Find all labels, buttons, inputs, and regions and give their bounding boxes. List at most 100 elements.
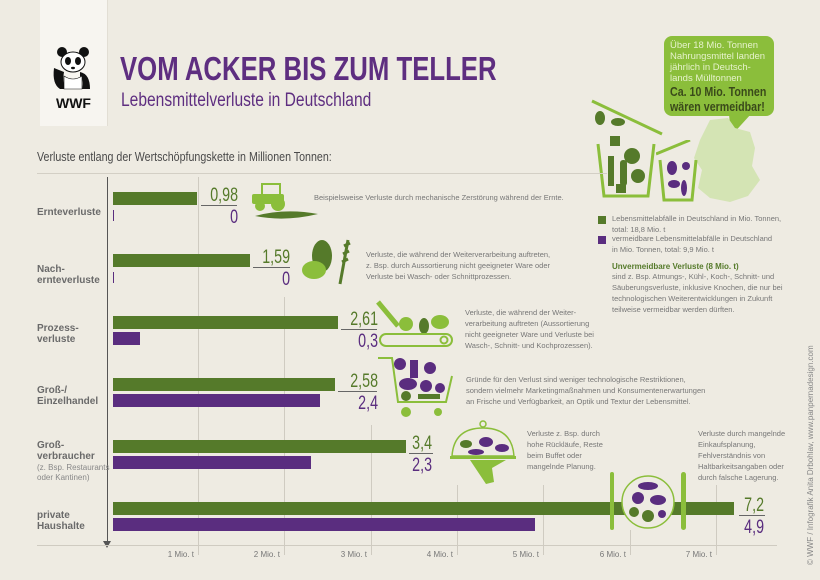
value-purple: 0 [282, 269, 290, 290]
desc-line: Verluste durch mangelnde [698, 429, 786, 438]
callout-text: Über 18 Mio. Tonnen Nahrungsmittel lande… [670, 40, 766, 84]
gridline-3 [371, 425, 372, 555]
bar-purple-haushalte [113, 518, 535, 531]
desc-line: Gründe für den Verlust sind weniger tech… [466, 375, 686, 384]
bar-purple-grossverbraucher [113, 456, 311, 469]
value-green: 3,4 [412, 433, 432, 454]
y-axis [107, 177, 108, 544]
x-tick-label: 1 Mio. t [167, 550, 194, 559]
gridline-7 [716, 485, 717, 555]
legend-swatch-purple [598, 236, 606, 244]
desc-line: Fehlverständnis von [698, 451, 766, 460]
value-green: 2,61 [350, 309, 378, 330]
desc-line: an Frische und Verfügbarkeit, an Optik u… [466, 397, 691, 406]
legend-green-line1: Lebensmittelabfälle in Deutschland in Mi… [612, 214, 782, 223]
category-sublabel: (z. Bsp. Restaurants oder Kantinen) [37, 463, 110, 482]
bar-green-nachernteverluste [113, 254, 250, 267]
value-divider [341, 329, 377, 330]
row-description: Verluste z. Bsp. durch hohe Rückläufe, R… [527, 428, 603, 472]
value-purple: 4,9 [744, 517, 764, 538]
bar-purple-nachernteverluste [113, 272, 114, 283]
x-tick-label: 7 Mio. t [685, 550, 712, 559]
desc-line: durch falsche Lagerung. [698, 473, 779, 482]
desc-line: nicht geeigneter Ware und Verluste bei [465, 330, 594, 339]
purple-waste-bin-icon [656, 140, 698, 202]
legend-swatch-green [598, 216, 606, 224]
category-label: Nach- ernteverluste [37, 264, 100, 286]
desc-line: beim Buffet oder [527, 451, 582, 460]
x-tick-label: 5 Mio. t [512, 550, 539, 559]
value-divider [338, 391, 377, 392]
green-waste-bin-icon [591, 99, 663, 198]
bar-purple-prozessverluste [113, 332, 140, 345]
bar-green-einzelhandel [113, 378, 335, 391]
unavoidable-line: Säuberungsverluste, inklusive Knochen, d… [612, 283, 783, 292]
category-label: Groß-/ Einzelhandel [37, 385, 99, 407]
category-label: Groß- verbraucher [37, 440, 95, 462]
pest-grain-icon [302, 239, 351, 285]
knife-vegetables-conveyor-icon [376, 300, 453, 347]
desc-line: Verluste, die während der Weiterverarbei… [366, 250, 551, 259]
gridline-6 [630, 530, 631, 555]
bar-green-haushalte [113, 502, 734, 515]
value-green: 1,59 [262, 247, 290, 268]
value-purple: 0 [230, 207, 238, 228]
tractor-icon [252, 183, 318, 219]
plate-fork-knife-icon [610, 472, 686, 530]
gridline-2 [284, 297, 285, 555]
legend-purple-line2: in Mio. Tonnen, total: 9,9 Mio. t [612, 245, 715, 254]
category-label: Ernteverluste [37, 207, 101, 218]
desc-line: Einkaufsplanung, [698, 440, 756, 449]
value-divider [253, 267, 290, 268]
shopping-cart-icon [378, 357, 453, 417]
row-description: Verluste durch mangelnde Einkaufsplanung… [698, 428, 785, 483]
x-axis [37, 545, 777, 546]
x-tick-label: 2 Mio. t [253, 550, 280, 559]
x-tick-label: 3 Mio. t [340, 550, 367, 559]
desc-line: verarbeitung auftreten (Aussortierung [465, 319, 590, 328]
bar-green-prozessverluste [113, 316, 338, 329]
bar-green-ernteverluste [113, 192, 197, 205]
desc-line: Verluste z. Bsp. durch [527, 429, 600, 438]
legend-green-line2: total: 18,8 Mio. t [612, 225, 666, 234]
row-description: Gründe für den Verlust sind weniger tech… [466, 374, 705, 407]
unavoidable-line: teilweise vermeidbar werden dürften. [612, 305, 735, 314]
x-tick-label: 6 Mio. t [599, 550, 626, 559]
page-subtitle: Lebensmittelverluste in Deutschland [121, 90, 372, 111]
row-description: Verluste, die während der Weiterverarbei… [366, 249, 550, 282]
category-label: Prozess- verluste [37, 323, 79, 345]
bar-purple-einzelhandel [113, 394, 320, 407]
desc-line: Verluste, die während der Weiter- [465, 308, 577, 317]
callout-strong-1: Ca. 10 Mio. Tonnen [670, 84, 767, 99]
desc-line: Haltbarkeitsangaben oder [698, 462, 784, 471]
callout-bubble: Über 18 Mio. Tonnen Nahrungsmittel lande… [664, 36, 774, 116]
value-divider [201, 205, 237, 206]
desc-line: mangelnde Planung. [527, 462, 596, 471]
category-label: private Haushalte [37, 510, 85, 532]
row-description: Verluste, die während der Weiter- verarb… [465, 307, 594, 351]
y-axis-arrow-icon [103, 541, 111, 548]
x-tick-label: 4 Mio. t [426, 550, 453, 559]
row-description: Beispielsweise Verluste durch mechanisch… [314, 192, 564, 203]
value-purple: 2,3 [412, 455, 432, 476]
value-green: 2,58 [350, 371, 378, 392]
value-green: 7,2 [744, 495, 764, 516]
unavoidable-block: Unvermeidbare Verluste (8 Mio. t) sind z… [612, 262, 783, 315]
value-green: 0,98 [210, 185, 238, 206]
desc-line: Wasch-, Schnitt- und Kochprozessen). [465, 341, 593, 350]
bar-purple-ernteverluste [113, 210, 114, 221]
copyright-credit: © WWF / Infografik Anita Drbohlav, www.p… [806, 345, 815, 565]
legend-purple-text: vermeidbare Lebensmittelabfälle in Deuts… [612, 233, 772, 255]
desc-line: hohe Rückläufe, Reste [527, 440, 603, 449]
value-divider [409, 453, 433, 454]
serving-cloche-icon [450, 420, 516, 484]
desc-line: Verluste bei Wasch- oder Schnittprozesse… [366, 272, 512, 281]
value-divider [739, 515, 765, 516]
value-purple: 2,4 [358, 393, 378, 414]
panda-logo-icon [53, 47, 90, 90]
unavoidable-line: sind z. Bsp. Atmungs-, Kühl-, Koch-, Sch… [612, 272, 775, 281]
value-purple: 0,3 [358, 331, 378, 352]
desc-line: sondern vielmehr Marketingmaßnahmen und … [466, 386, 706, 395]
gridline-1 [198, 177, 199, 555]
divider [37, 173, 607, 174]
